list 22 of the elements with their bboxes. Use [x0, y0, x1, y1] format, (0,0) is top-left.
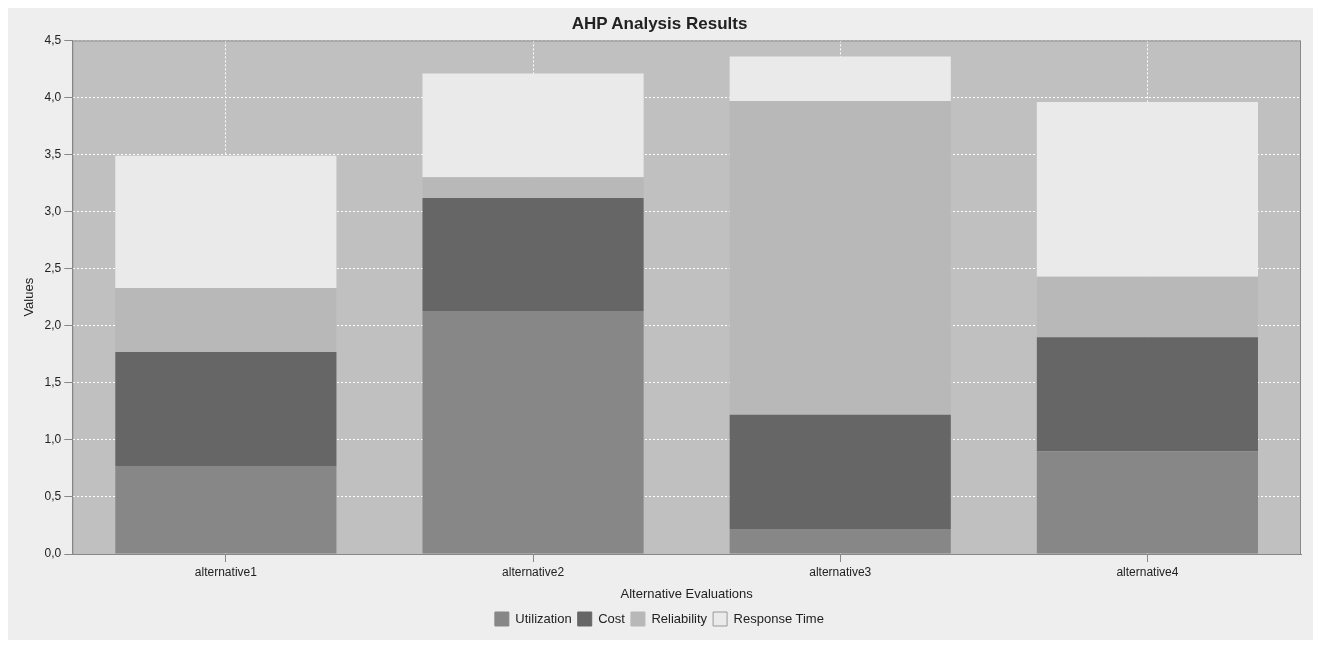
y-tick-label: 4,5 [44, 32, 62, 47]
y-tick-label: 1,5 [44, 375, 62, 390]
legend-label: Utilization [515, 610, 572, 626]
legend-label: Cost [598, 610, 626, 626]
x-tick-label: alternative3 [809, 564, 872, 579]
y-axis-title: Values [21, 277, 37, 317]
x-axis-title: Alternative Evaluations [620, 585, 754, 601]
y-tick-label: 3,0 [44, 203, 62, 218]
y-tick-label: 2,0 [44, 318, 62, 333]
y-tick-label: 4,0 [44, 89, 62, 104]
legend-label: Response Time [733, 610, 824, 626]
y-tick-label: 2,5 [44, 260, 62, 275]
y-tick-label: 1,0 [44, 432, 62, 447]
bar [729, 56, 951, 101]
y-tick-label: 3,5 [44, 146, 62, 161]
x-tick-label: alternative4 [1116, 564, 1179, 579]
x-tick-label: alternative1 [194, 564, 258, 579]
legend-label: Reliability [651, 610, 708, 626]
y-tick-label: 0,5 [44, 489, 62, 504]
x-tick-label: alternative2 [502, 564, 565, 579]
y-tick-label: 0,0 [44, 546, 62, 561]
chart-title: AHP Analysis Results [571, 13, 748, 33]
